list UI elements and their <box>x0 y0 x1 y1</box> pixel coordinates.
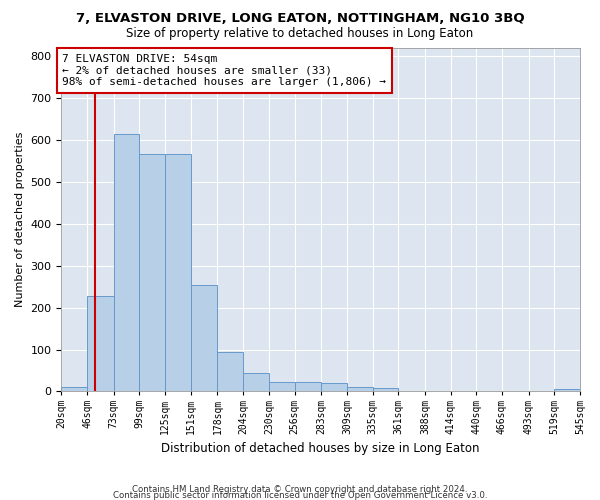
Bar <box>321 382 347 392</box>
Text: 7 ELVASTON DRIVE: 54sqm
← 2% of detached houses are smaller (33)
98% of semi-det: 7 ELVASTON DRIVE: 54sqm ← 2% of detached… <box>62 54 386 87</box>
Text: Contains HM Land Registry data © Crown copyright and database right 2024.: Contains HM Land Registry data © Crown c… <box>132 485 468 494</box>
Bar <box>217 352 243 392</box>
Bar <box>554 388 580 392</box>
Bar <box>269 382 295 392</box>
Bar <box>243 373 269 392</box>
Bar <box>87 296 114 392</box>
Text: Size of property relative to detached houses in Long Eaton: Size of property relative to detached ho… <box>127 28 473 40</box>
Bar <box>373 388 398 392</box>
Y-axis label: Number of detached properties: Number of detached properties <box>15 132 25 307</box>
Bar <box>191 286 217 392</box>
X-axis label: Distribution of detached houses by size in Long Eaton: Distribution of detached houses by size … <box>161 442 480 455</box>
Bar <box>139 154 165 392</box>
Text: 7, ELVASTON DRIVE, LONG EATON, NOTTINGHAM, NG10 3BQ: 7, ELVASTON DRIVE, LONG EATON, NOTTINGHA… <box>76 12 524 26</box>
Bar <box>114 134 139 392</box>
Bar <box>347 387 373 392</box>
Text: Contains public sector information licensed under the Open Government Licence v3: Contains public sector information licen… <box>113 491 487 500</box>
Bar <box>61 387 87 392</box>
Bar <box>165 154 191 392</box>
Bar <box>295 382 321 392</box>
